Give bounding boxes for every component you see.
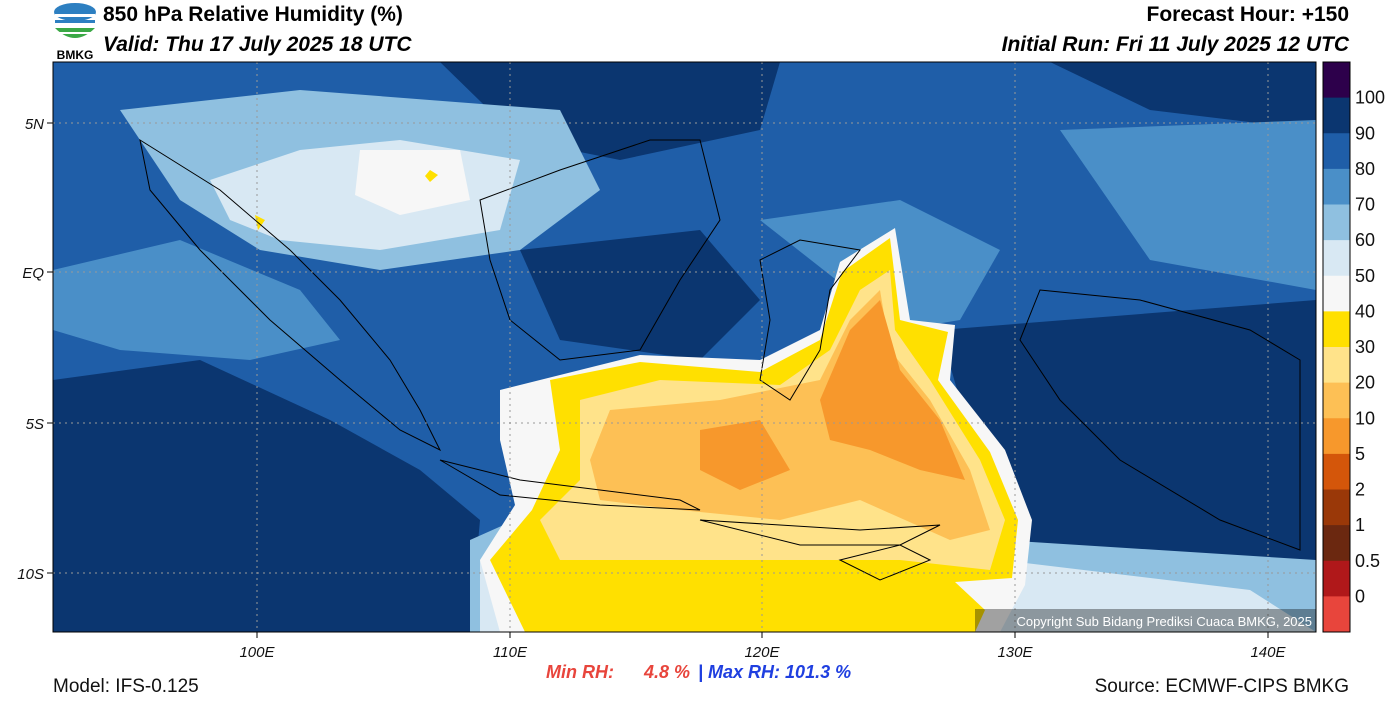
colorbar-swatch [1323, 489, 1350, 526]
colorbar-swatch [1323, 275, 1350, 312]
humidity-field [53, 62, 1316, 632]
colorbar-label: 100 [1355, 88, 1385, 108]
lon-label: 100E [239, 644, 275, 661]
colorbar-label: 20 [1355, 373, 1375, 393]
title: 850 hPa Relative Humidity (%) [103, 3, 403, 26]
colorbar-frame [1322, 61, 1351, 633]
colorbar-label: 90 [1355, 123, 1375, 143]
max-rh: | Max RH: 101.3 % [698, 662, 851, 682]
colorbar-swatch [1323, 525, 1350, 562]
colorbar-label: 50 [1355, 266, 1375, 286]
forecast-hour: Forecast Hour: +150 [1147, 3, 1350, 26]
lon-label: 140E [1250, 644, 1286, 661]
coastlines [139, 138, 1301, 581]
lat-label: EQ [22, 265, 44, 282]
colorbar-swatch [1323, 560, 1350, 597]
lat-label: 5S [26, 416, 44, 433]
colorbar-label: 60 [1355, 230, 1375, 250]
colorbar: 100 90 80 70 60 50 40 30 20 10 5 2 1 0.5 0 [1322, 61, 1385, 633]
colorbar-label: 5 [1355, 444, 1365, 464]
copyright-box [975, 609, 1316, 632]
colorbar-label: 40 [1355, 301, 1375, 321]
colorbar-swatch [1323, 596, 1350, 633]
colorbar-swatch [1323, 168, 1350, 205]
logo: BMKG [54, 3, 96, 62]
colorbar-swatch [1323, 453, 1350, 490]
logo-text: BMKG [57, 48, 94, 62]
colorbar-label: 30 [1355, 337, 1375, 357]
colorbar-swatch [1323, 418, 1350, 455]
initial-run: Initial Run: Fri 11 July 2025 12 UTC [1002, 33, 1350, 56]
colorbar-swatch [1323, 347, 1350, 384]
min-rh-label: Min RH: [546, 662, 614, 682]
colorbar-swatch [1323, 240, 1350, 277]
min-rh-value: 4.8 % [643, 662, 690, 682]
valid-time: Valid: Thu 17 July 2025 18 UTC [103, 33, 412, 56]
copyright: Copyright Sub Bidang Prediksi Cuaca BMKG… [1016, 614, 1312, 629]
colorbar-swatch [1323, 97, 1350, 134]
lat-label: 10S [17, 566, 44, 583]
colorbar-label: 10 [1355, 408, 1375, 428]
lon-label: 130E [997, 644, 1033, 661]
colorbar-label: 0.5 [1355, 551, 1380, 571]
colorbar-label: 70 [1355, 195, 1375, 215]
colorbar-swatch [1323, 133, 1350, 170]
graticule [47, 62, 1316, 638]
colorbar-label: 1 [1355, 515, 1365, 535]
lon-label: 110E [493, 644, 528, 661]
lat-label: 5N [25, 116, 44, 133]
colorbar-swatch [1323, 382, 1350, 419]
colorbar-swatch [1323, 62, 1350, 99]
colorbar-label: 80 [1355, 159, 1375, 179]
model: Model: IFS-0.125 [53, 676, 199, 697]
source: Source: ECMWF-CIPS BMKG [1095, 676, 1349, 697]
colorbar-label: 0 [1355, 586, 1365, 606]
lon-label: 120E [744, 644, 780, 661]
colorbar-swatch [1323, 311, 1350, 348]
colorbar-swatch [1323, 204, 1350, 241]
colorbar-label: 2 [1355, 480, 1365, 500]
map-frame [52, 61, 1317, 633]
